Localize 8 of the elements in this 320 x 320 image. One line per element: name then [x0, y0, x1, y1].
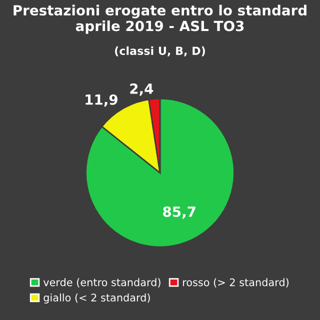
data-label: 85,7 [163, 206, 196, 219]
legend-label: giallo (< 2 standard) [44, 293, 150, 304]
legend-label: verde (entro standard) [43, 278, 160, 288]
data-label: 11,9 [86, 94, 118, 107]
legend-label: rosso (> 2 standard) [183, 278, 288, 288]
data-label: 2,4 [130, 83, 154, 96]
chart-title: Prestazioni erogate entro lo standard aprile 2019 - ASL TO3 [14, 4, 306, 34]
chart-subtitle: (classi U, B, D) [115, 46, 205, 56]
